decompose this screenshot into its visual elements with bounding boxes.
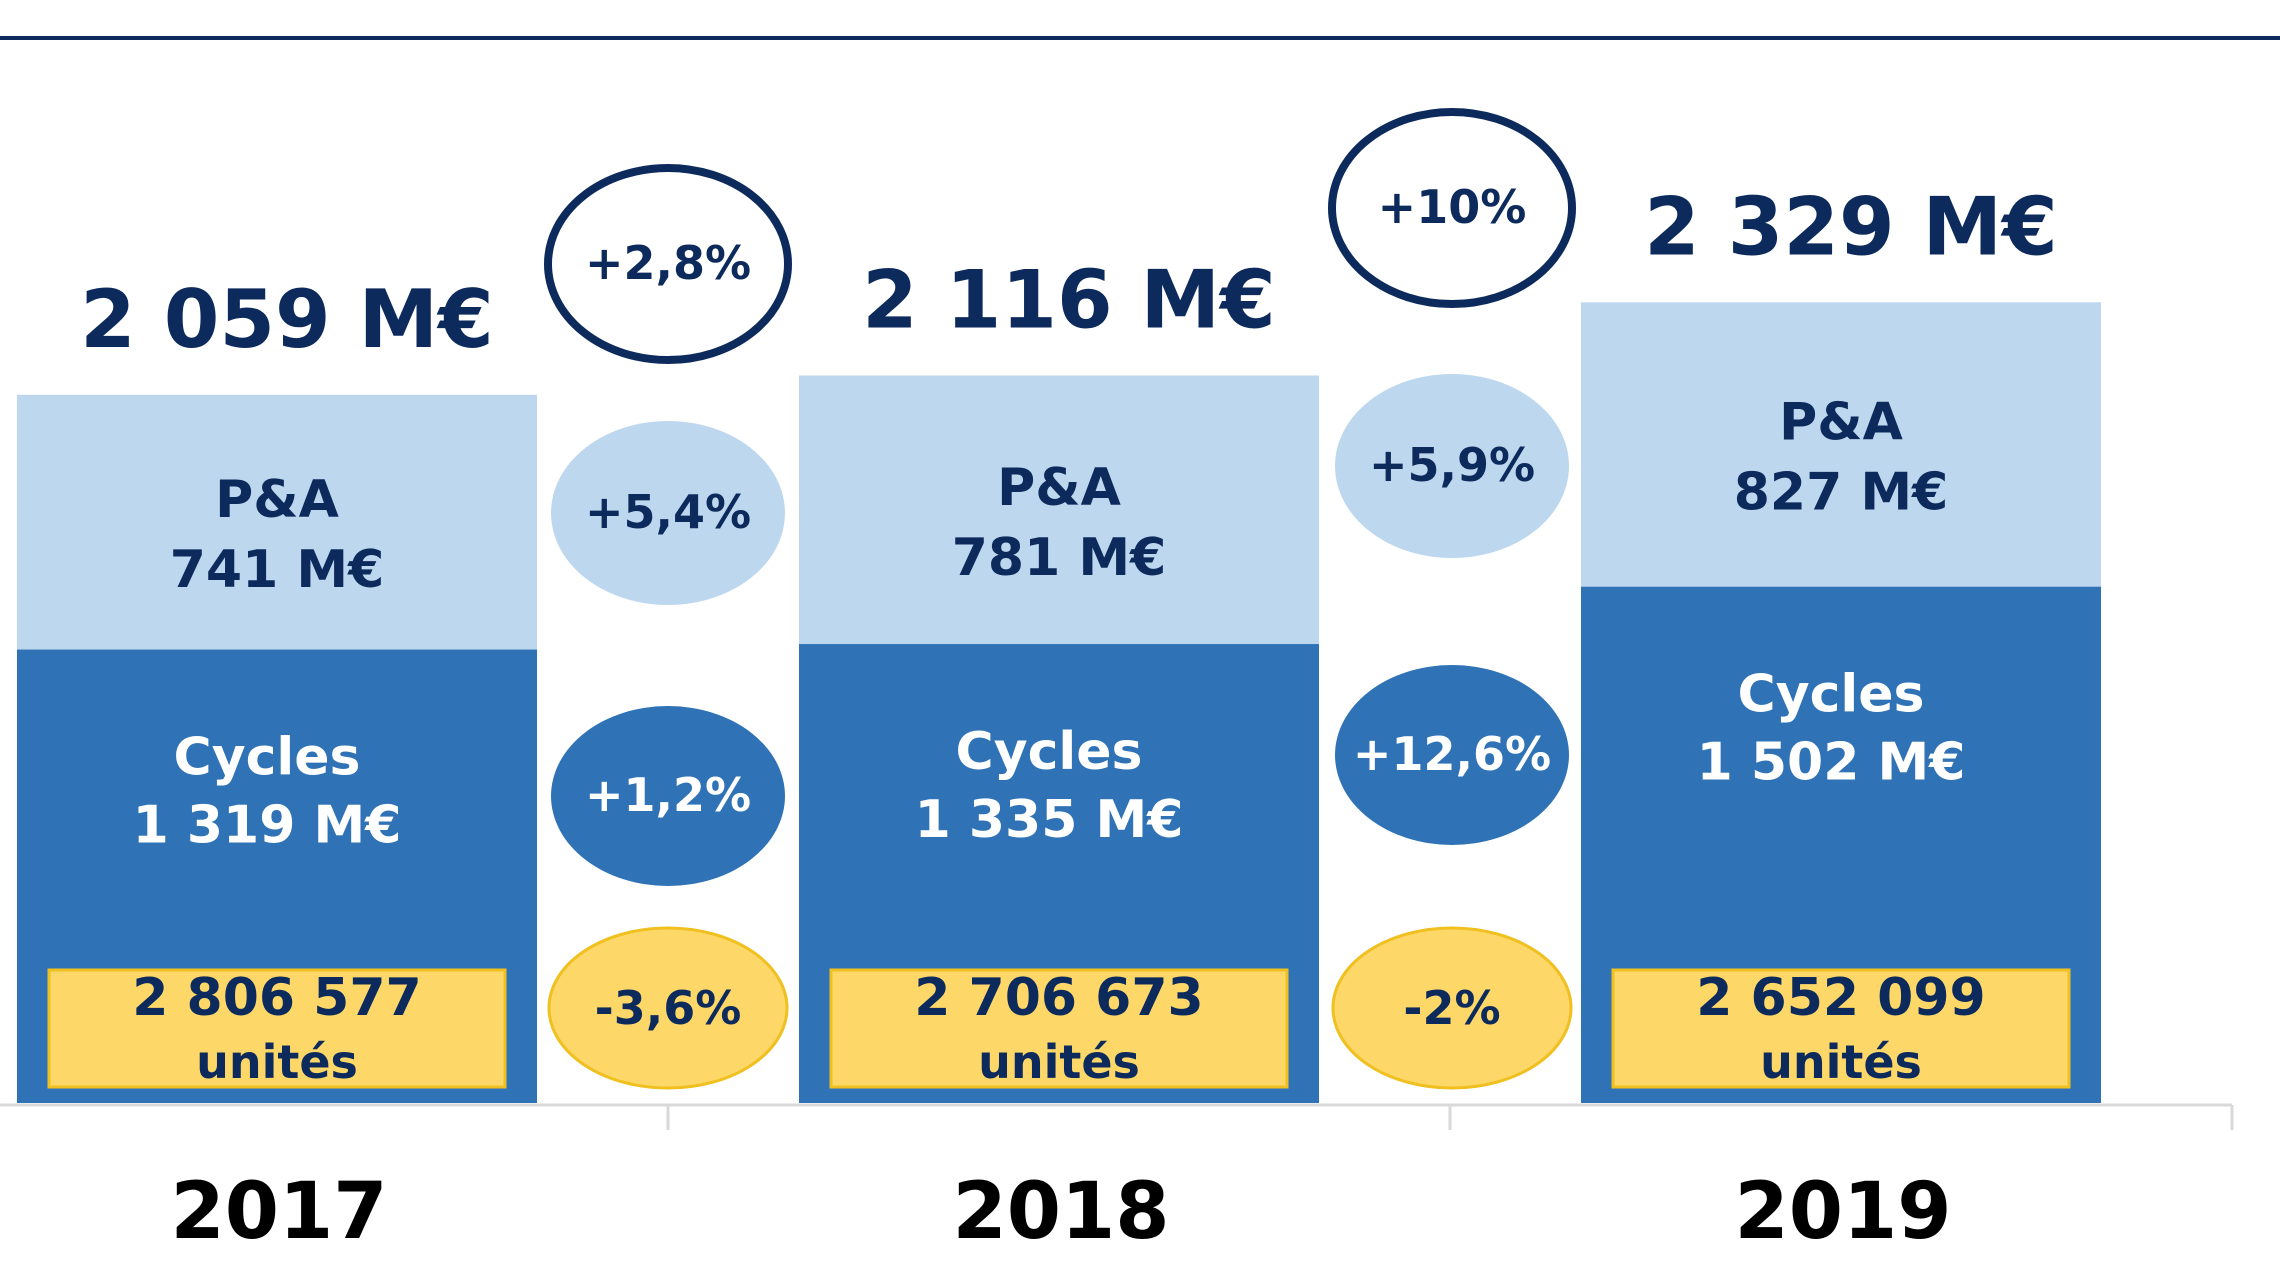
- pa-value-label: 741 M€: [170, 540, 385, 600]
- x-tick-label: 2017: [170, 1167, 387, 1257]
- growth-units-ellipse: [1331, 926, 1573, 1090]
- growth-cycles-label: +1,2%: [585, 768, 751, 822]
- total-label: 2 116 M€: [862, 254, 1276, 347]
- x-tick-label: 2019: [1734, 1167, 1951, 1257]
- units-word-label: unités: [1760, 1035, 1922, 1089]
- cycles-value-label: 1 502 M€: [1697, 733, 1966, 793]
- growth-cycles-label: +12,6%: [1353, 727, 1551, 781]
- growth-pa-ellipse: [1335, 374, 1569, 558]
- growth-total-ellipse: [1328, 108, 1576, 308]
- pa-label: P&A: [997, 458, 1121, 518]
- growth-pa-label: +5,4%: [585, 485, 751, 539]
- units-box: [829, 968, 1289, 1089]
- pa-label: P&A: [215, 470, 339, 530]
- units-word-label: unités: [978, 1035, 1140, 1089]
- cycles-value-label: 1 319 M€: [133, 796, 402, 856]
- bar-segment-pa: [799, 375, 1319, 645]
- total-label: 2 329 M€: [1644, 180, 2058, 273]
- growth-units-label: -2%: [1403, 981, 1500, 1035]
- growth-total-label: +10%: [1378, 180, 1527, 234]
- growth-cycles-ellipse: [551, 706, 785, 886]
- growth-units-label: -3,6%: [595, 981, 742, 1035]
- growth-units-ellipse: [547, 926, 789, 1090]
- growth-total-label: +2,8%: [585, 236, 751, 290]
- growth-cycles-ellipse: [1335, 665, 1569, 845]
- growth-total-ellipse: [544, 164, 792, 364]
- growth-pa-ellipse: [551, 421, 785, 605]
- units-word-label: unités: [196, 1035, 358, 1089]
- cycles-label: Cycles: [956, 722, 1143, 782]
- units-count-label: 2 706 673: [914, 968, 1203, 1028]
- units-box: [47, 968, 507, 1089]
- pa-label: P&A: [1779, 392, 1903, 452]
- cycles-value-label: 1 335 M€: [915, 790, 1184, 850]
- units-box: [1611, 968, 2071, 1089]
- growth-pa-label: +5,9%: [1369, 438, 1535, 492]
- cycles-label: Cycles: [174, 728, 361, 788]
- cycles-label: Cycles: [1738, 665, 1925, 725]
- x-tick-label: 2018: [952, 1167, 1169, 1257]
- pa-value-label: 781 M€: [952, 528, 1167, 588]
- units-count-label: 2 806 577: [132, 968, 421, 1028]
- bar-segment-pa: [1581, 302, 2101, 587]
- units-count-label: 2 652 099: [1696, 968, 1985, 1028]
- total-label: 2 059 M€: [80, 273, 494, 366]
- bar-segment-pa: [17, 394, 537, 650]
- pa-value-label: 827 M€: [1734, 462, 1949, 522]
